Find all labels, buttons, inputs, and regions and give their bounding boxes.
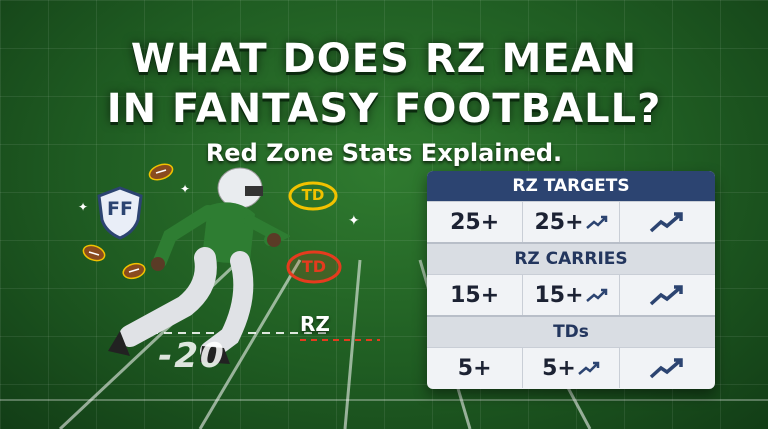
football-player-illustration [90,166,292,380]
td-red-badge: TD [286,250,342,284]
stat-value: 5+ [542,355,576,381]
trend-up-icon [650,285,684,306]
stats-row: 25+ 25+ [427,201,715,242]
stat-trend-cell: 15+ [523,275,620,315]
page-title: WHAT DOES RZ MEAN IN FANTASY FOOTBALL? [0,34,768,134]
trend-up-icon [585,288,607,302]
ff-shield-icon: FF [96,186,144,240]
trend-cell [620,348,715,388]
stat-trend-cell: 25+ [523,202,620,242]
subtitle: Red Zone Stats Explained. [205,139,563,167]
td-gold-label: TD [301,186,325,204]
sparkle-icon: ✦ [348,213,360,229]
football-icon [122,262,146,284]
stat-value: 5+ [427,348,524,388]
td-gold-badge: TD [288,181,338,211]
stats-section-carries: RZ CARRIES 15+ 15+ [427,242,715,315]
section-header: RZ CARRIES [427,244,715,274]
sparkle-icon: ✦ [180,182,191,196]
trend-cell [620,275,715,315]
td-red-label: TD [301,257,327,276]
stat-value: 15+ [534,282,584,308]
section-header: RZ TARGETS [427,171,715,201]
yard-marker: -20 [153,336,230,376]
ff-shield-label: FF [107,198,133,220]
trend-up-icon [585,215,607,229]
rz-field-label: RZ [300,312,330,336]
football-icon [148,163,174,185]
section-header: TDs [427,317,715,347]
stats-row: 5+ 5+ [427,347,715,388]
football-icon [82,244,106,266]
trend-up-icon [650,212,684,233]
sparkle-icon: ✦ [78,200,89,214]
stat-value: 15+ [427,275,524,315]
stats-card: RZ TARGETS 25+ 25+ RZ CARRIES 15+ 15+ [427,171,715,389]
title-line-1: WHAT DOES RZ MEAN [130,36,638,82]
stat-value: 25+ [534,209,584,235]
trend-up-icon [650,358,684,379]
stat-value: 25+ [427,202,524,242]
trend-cell [620,202,715,242]
stat-trend-cell: 5+ [523,348,620,388]
stats-section-targets: RZ TARGETS 25+ 25+ [427,171,715,242]
stats-section-tds: TDs 5+ 5+ [427,315,715,388]
stats-row: 15+ 15+ [427,274,715,315]
title-line-2: IN FANTASY FOOTBALL? [106,86,662,132]
trend-up-icon [578,361,600,375]
